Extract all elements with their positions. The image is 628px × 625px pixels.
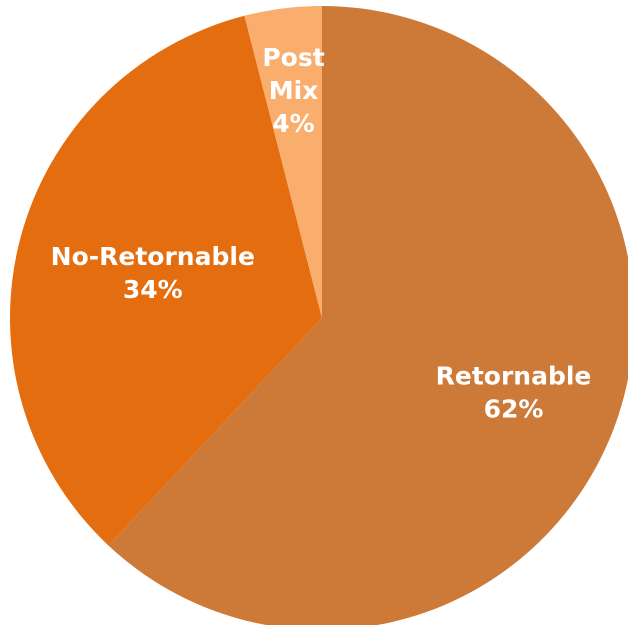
- pie-slice-post-mix: [244, 6, 322, 318]
- pie-label-percent: 4%: [272, 109, 314, 138]
- pie-label-name: Retornable: [436, 361, 592, 390]
- pie-label-percent: 34%: [123, 275, 183, 304]
- pie-label-percent: 62%: [484, 394, 544, 423]
- pie-label-name: Mix: [269, 76, 319, 105]
- pie-label-post-mix: Post Mix 4%: [262, 43, 324, 138]
- pie-slice-no-retornable: [9, 15, 323, 546]
- pie-labels: Retornable 62% No-Retornable 34% Post Mix 4%: [51, 43, 592, 423]
- pie-label-name: No-Retornable: [51, 242, 255, 271]
- pie-label-retornable: Retornable 62%: [436, 361, 592, 423]
- pie-slice-retornable: [108, 6, 628, 625]
- pie-slices: [9, 6, 628, 625]
- pie-label-no-retornable: No-Retornable 34%: [51, 242, 255, 304]
- pie-label-name: Post: [262, 43, 324, 72]
